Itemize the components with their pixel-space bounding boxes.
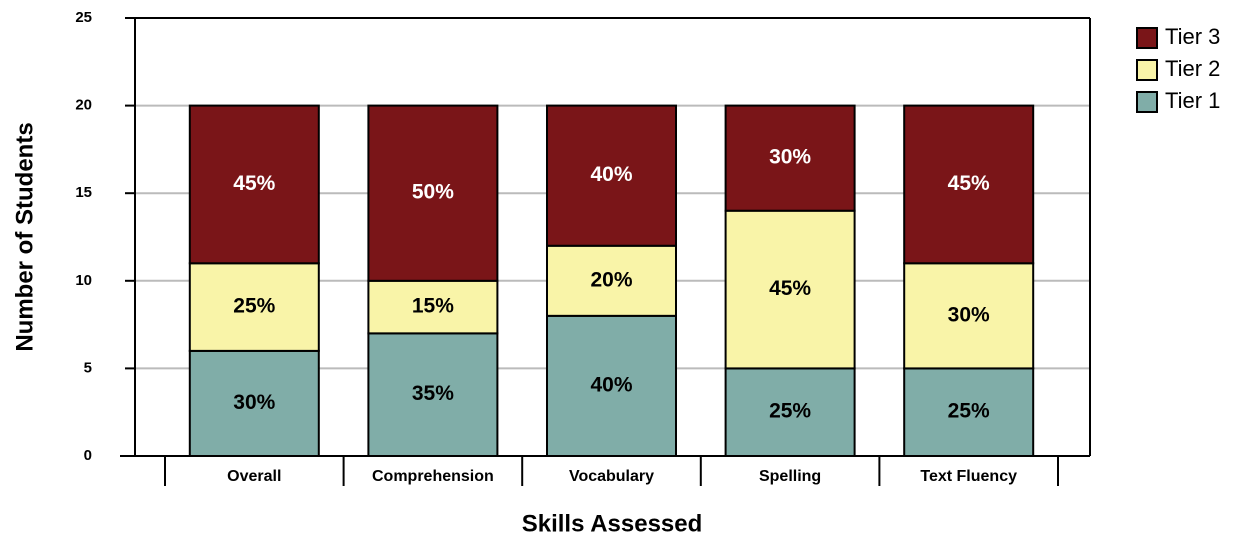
value-label: 25% (948, 400, 990, 423)
x-tick-label: Vocabulary (569, 468, 654, 485)
legend-label: Tier 1 (1165, 88, 1220, 113)
x-tick-label: Overall (227, 468, 281, 485)
x-axis-label: Skills Assessed (522, 510, 703, 537)
y-tick-label: 10 (75, 272, 92, 289)
value-label: 25% (769, 400, 811, 423)
bar-segment (903, 104, 1035, 265)
value-label: 20% (590, 268, 632, 291)
y-tick-label: 20 (75, 97, 92, 114)
value-label: 30% (769, 146, 811, 169)
value-label: 50% (412, 181, 454, 204)
value-label: 30% (233, 391, 275, 414)
legend-label: Tier 3 (1165, 24, 1220, 49)
value-label: 30% (948, 303, 990, 326)
value-label: 45% (948, 172, 990, 195)
legend-swatch (1136, 27, 1158, 49)
value-label: 40% (590, 163, 632, 186)
bar-segment (903, 262, 1035, 370)
bar-segment (903, 367, 1035, 457)
bar-segment (367, 104, 499, 282)
bar-segment (367, 279, 499, 335)
bar-segment (546, 314, 677, 457)
bar-segment (724, 209, 856, 370)
value-label: 45% (233, 172, 275, 195)
value-label: 35% (412, 382, 454, 405)
value-label: 15% (412, 295, 454, 318)
x-tick-label: Comprehension (372, 468, 494, 485)
y-axis-label: Number of Students (11, 122, 38, 351)
x-tick-label: Spelling (759, 468, 821, 485)
bar-segment (188, 349, 320, 458)
y-tick-label: 0 (84, 447, 92, 464)
value-label: 45% (769, 277, 811, 300)
x-tick-label: Text Fluency (920, 468, 1017, 485)
y-tick-label: 25 (75, 9, 92, 26)
legend-swatch (1136, 59, 1158, 81)
value-label: 25% (233, 295, 275, 318)
bar-segment (724, 104, 856, 212)
bar-segment (188, 104, 320, 265)
legend-label: Tier 2 (1165, 56, 1220, 81)
value-label: 40% (590, 373, 632, 396)
bar-segment (546, 104, 677, 247)
y-tick-label: 15 (75, 184, 92, 201)
y-tick-label: 5 (84, 359, 92, 376)
legend-swatch (1136, 91, 1158, 113)
